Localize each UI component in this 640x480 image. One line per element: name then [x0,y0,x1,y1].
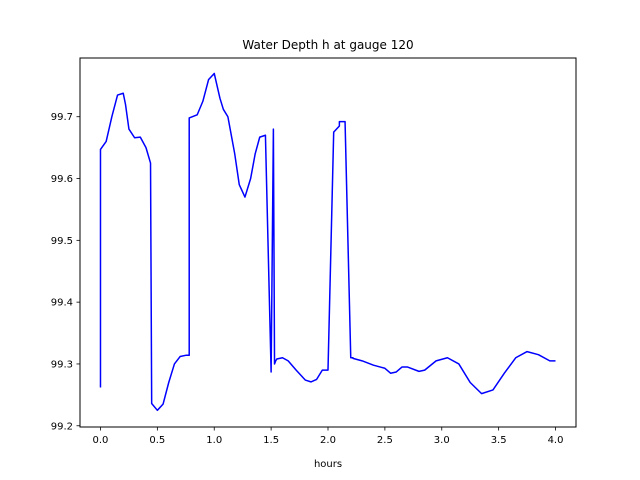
y-axis: 99.2 99.3 99.4 99.5 99.6 99.7 [51,112,80,432]
x-tick-label: 1.0 [206,435,222,446]
x-tick-label: 2.5 [377,435,393,446]
x-tick-label: 4.0 [548,435,564,446]
chart-title: Water Depth h at gauge 120 [242,38,413,52]
x-axis-title: hours [314,459,342,470]
y-tick-label: 99.4 [51,298,73,309]
y-tick-label: 99.7 [51,112,73,123]
x-tick-label: 2.0 [320,435,336,446]
series-line-h [99,72,556,412]
x-axis: 0.0 0.5 1.0 1.5 2.0 2.5 3.0 3.5 4.0 [93,427,564,446]
y-tick-label: 99.2 [51,421,73,432]
x-tick-label: 0.0 [93,435,109,446]
y-tick-label: 99.6 [51,174,73,185]
x-tick-label: 3.5 [491,435,507,446]
y-tick-label: 99.3 [51,359,73,370]
plot-area [99,72,556,412]
x-tick-label: 0.5 [149,435,165,446]
plot-frame [79,57,577,428]
x-tick-label: 1.5 [263,435,279,446]
x-tick-label: 3.0 [434,435,450,446]
y-tick-label: 99.5 [51,236,73,247]
